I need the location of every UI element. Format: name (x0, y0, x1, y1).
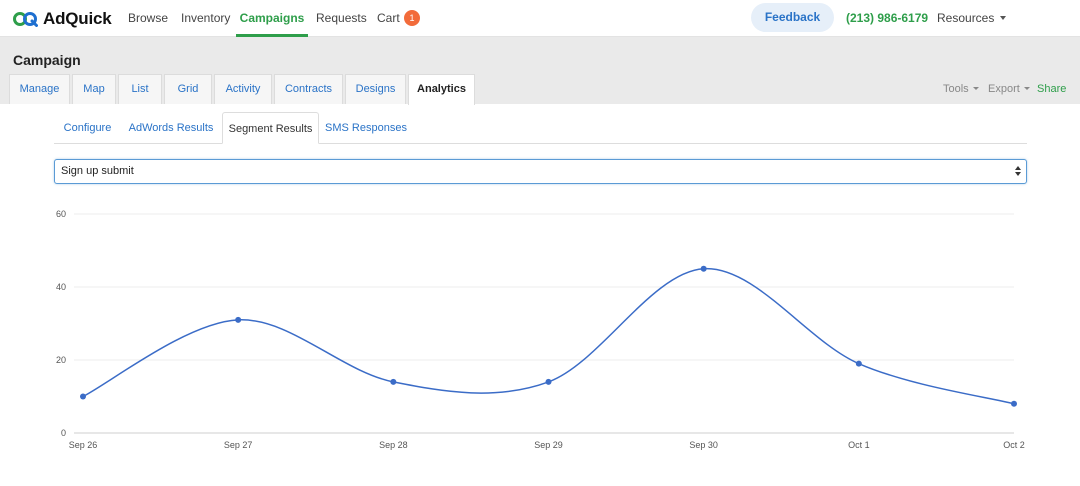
x-tick-label: Sep 27 (224, 440, 253, 450)
x-tick-label: Oct 2 (1003, 440, 1025, 450)
y-tick-label: 20 (56, 355, 66, 365)
phone-number-link[interactable]: (213) 986-6179 (846, 11, 929, 25)
chevron-down-icon (972, 87, 979, 91)
nav-browse[interactable]: Browse (128, 11, 169, 25)
tab-list[interactable]: List (118, 74, 162, 104)
tab-analytics[interactable]: Analytics (408, 74, 475, 105)
subtab-segment-results[interactable]: Segment Results (222, 112, 319, 144)
nav-inventory[interactable]: Inventory (181, 11, 231, 25)
campaign-header (0, 37, 1080, 104)
data-point (700, 265, 707, 272)
y-tick-label: 40 (56, 282, 66, 292)
export-menu[interactable]: Export (988, 83, 1030, 95)
data-point (1011, 400, 1017, 407)
tools-menu[interactable]: Tools (943, 83, 979, 95)
nav-campaigns[interactable]: Campaigns (236, 0, 308, 37)
data-point (80, 393, 86, 400)
nav-requests[interactable]: Requests (316, 11, 367, 25)
logo-text: AdQuick (43, 9, 112, 28)
x-tick-label: Sep 26 (69, 440, 98, 450)
nav-campaigns-label: Campaigns (239, 11, 305, 25)
data-point (235, 316, 242, 323)
segment-results-chart: 0 20 40 60 Sep 26 Sep 27 Sep 28 Sep 29 Sep 30 Oct… (56, 209, 1025, 450)
feedback-button[interactable]: Feedback (751, 3, 834, 32)
page-title: Campaign (13, 52, 81, 68)
tab-grid[interactable]: Grid (164, 74, 212, 104)
x-tick-label: Oct 1 (848, 440, 870, 450)
adquick-logo[interactable]: AdQuick (12, 9, 112, 29)
x-tick-label: Sep 29 (534, 440, 563, 450)
top-nav: AdQuick Browse Inventory Campaigns Reque… (0, 0, 1080, 37)
share-link[interactable]: Share (1037, 83, 1067, 95)
export-label: Export (988, 83, 1020, 95)
tab-map[interactable]: Map (72, 74, 116, 104)
data-point (390, 378, 397, 385)
tab-activity[interactable]: Activity (214, 74, 272, 104)
tab-manage[interactable]: Manage (9, 74, 70, 104)
tab-designs[interactable]: Designs (345, 74, 406, 104)
cart-count-badge[interactable]: 1 (404, 10, 420, 26)
data-point (545, 378, 552, 385)
resources-label: Resources (937, 11, 995, 25)
x-tick-label: Sep 28 (379, 440, 408, 450)
active-nav-underline (236, 34, 308, 37)
resources-menu[interactable]: Resources (937, 0, 1007, 37)
y-tick-label: 60 (56, 209, 66, 219)
tools-label: Tools (943, 83, 969, 95)
adquick-logo-icon (13, 12, 38, 27)
chevron-down-icon (1023, 87, 1030, 91)
data-point (855, 360, 862, 367)
select-arrows-icon (1015, 166, 1021, 176)
x-tick-label: Sep 30 (689, 440, 718, 450)
segment-select[interactable]: Sign up submit (54, 159, 1027, 184)
y-tick-label: 0 (61, 428, 66, 438)
subtab-configure[interactable]: Configure (63, 122, 112, 134)
nav-cart[interactable]: Cart (377, 11, 400, 25)
segment-select-value: Sign up submit (61, 165, 134, 177)
subtabs-divider (54, 143, 1027, 144)
subtab-sms-responses[interactable]: SMS Responses (325, 122, 407, 134)
tab-contracts[interactable]: Contracts (274, 74, 343, 104)
chevron-down-icon (1000, 15, 1007, 20)
subtab-adwords-results[interactable]: AdWords Results (128, 122, 214, 134)
